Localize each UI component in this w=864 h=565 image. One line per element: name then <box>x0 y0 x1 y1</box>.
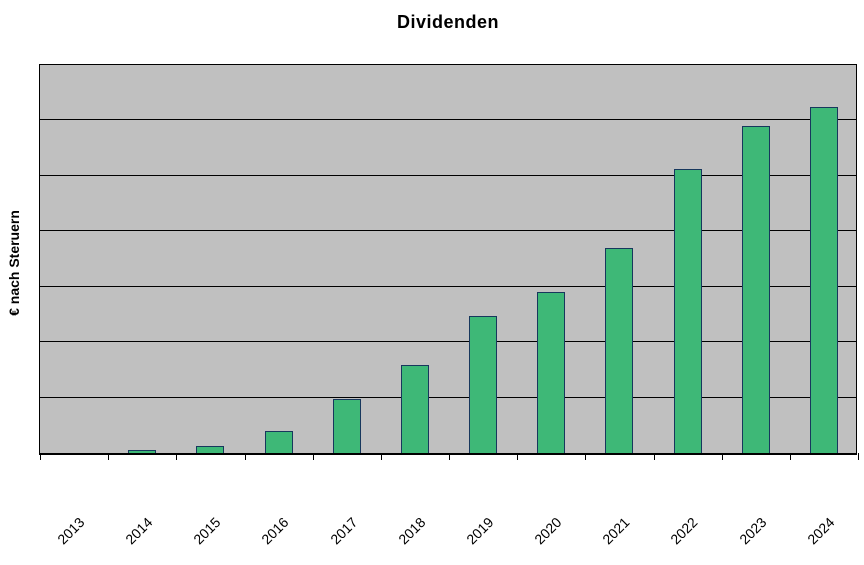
bar-2024 <box>809 107 838 453</box>
x-label-2014: 2014 <box>122 514 156 548</box>
gridline <box>40 119 856 121</box>
gridline <box>40 174 856 176</box>
x-axis-tick <box>176 453 178 460</box>
x-axis-tick <box>244 453 246 460</box>
bar-2019 <box>469 316 498 453</box>
x-axis-tick <box>517 453 519 460</box>
x-axis-tick <box>721 453 723 460</box>
x-label-2024: 2024 <box>803 514 838 548</box>
x-label-2019: 2019 <box>463 514 497 548</box>
bar-2020 <box>537 292 566 453</box>
bar-2023 <box>741 126 770 453</box>
x-axis-tick <box>380 453 382 460</box>
x-label-2016: 2016 <box>258 514 292 548</box>
x-axis-tick <box>40 453 41 460</box>
plot-area <box>39 64 859 460</box>
chart-title: Dividenden <box>396 12 499 32</box>
bar-2016 <box>264 431 293 453</box>
y-axis-title: € nach Steruern <box>6 210 22 316</box>
bar-2015 <box>196 446 225 453</box>
gridline <box>40 341 856 343</box>
x-label-2023: 2023 <box>735 514 770 548</box>
x-label-2020: 2020 <box>531 514 565 548</box>
x-label-2013: 2013 <box>54 514 88 548</box>
gridline <box>40 285 856 287</box>
x-axis-tick <box>653 453 655 460</box>
x-axis-tick <box>449 453 450 460</box>
x-label-2017: 2017 <box>326 514 361 548</box>
bar-2014 <box>128 450 157 453</box>
x-label-2018: 2018 <box>394 514 429 548</box>
x-label-2015: 2015 <box>190 514 224 548</box>
x-axis-tick <box>858 453 859 460</box>
gridline <box>40 230 856 232</box>
x-axis-tick <box>585 453 587 460</box>
gridline <box>40 396 856 398</box>
x-label-2022: 2022 <box>667 514 701 548</box>
bar-2021 <box>605 248 634 453</box>
x-axis-tick <box>108 453 110 460</box>
x-label-2021: 2021 <box>599 514 633 548</box>
x-axis-tick <box>789 453 791 460</box>
bar-2018 <box>400 365 429 453</box>
x-axis-tick <box>312 453 314 460</box>
bar-2022 <box>673 168 702 453</box>
bar-2017 <box>332 398 361 453</box>
